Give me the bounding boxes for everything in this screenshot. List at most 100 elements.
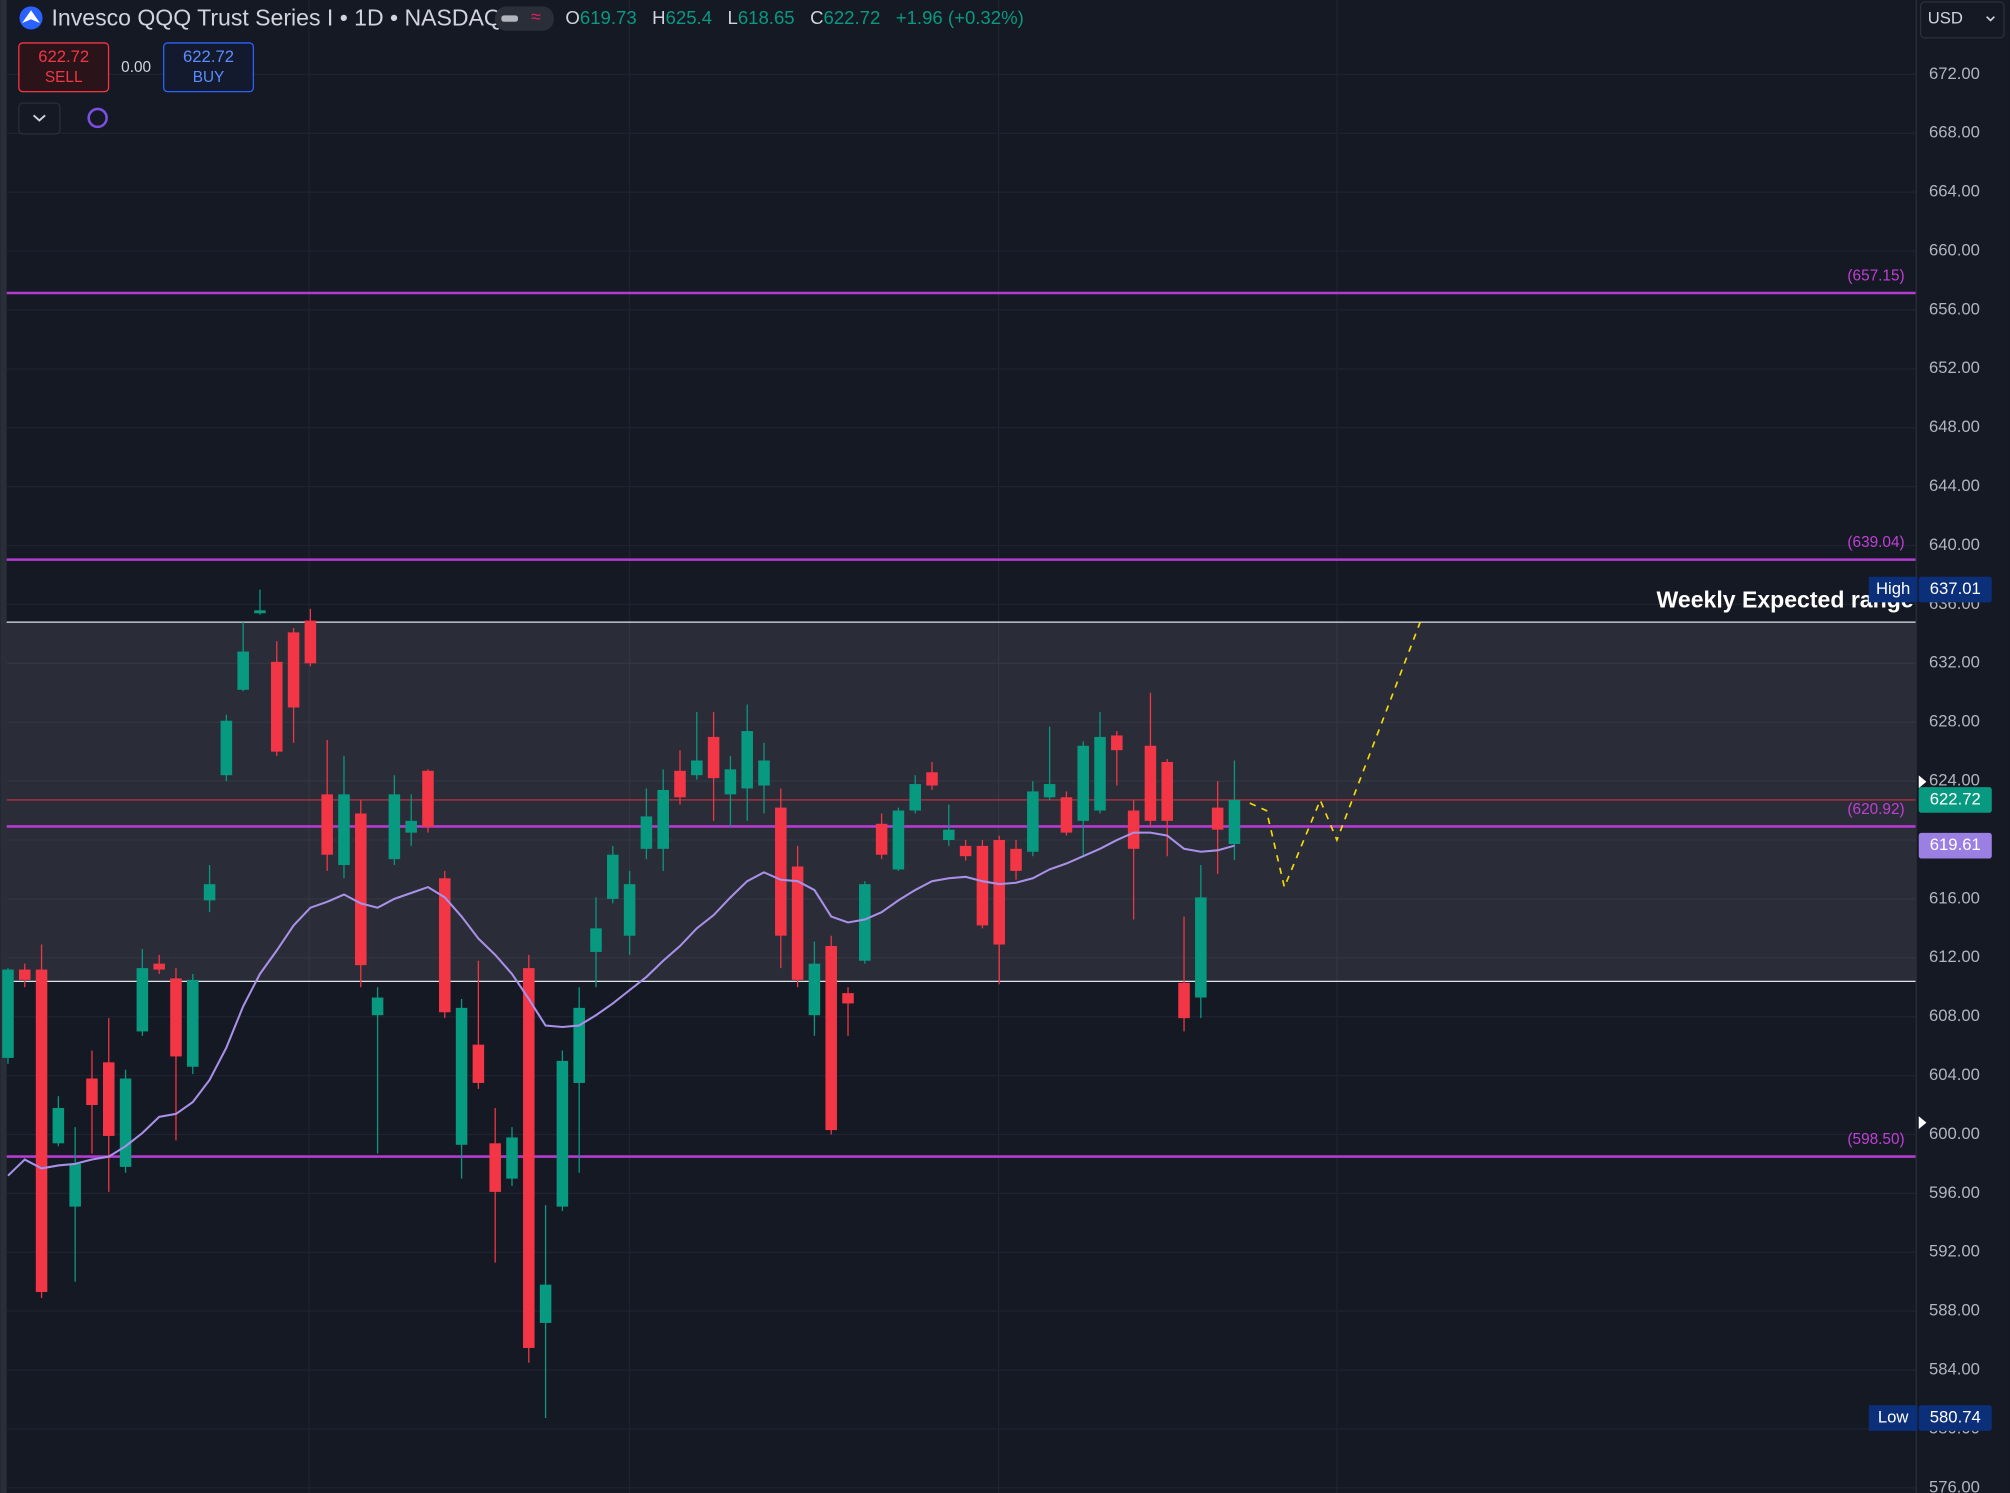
candle-body [926, 772, 938, 786]
candle-body [842, 993, 854, 1004]
y-tick-label: 632.00 [1929, 653, 1980, 672]
ohlc-letter: O [565, 7, 579, 28]
candle-body [1010, 848, 1022, 871]
candle-body [875, 823, 888, 855]
candle-body [1144, 745, 1157, 821]
collapse-button[interactable] [18, 102, 61, 135]
level-label: (657.15) [1847, 267, 1904, 284]
candle-body [1195, 897, 1207, 998]
candle-body [943, 829, 955, 840]
candle-body [371, 997, 384, 1016]
indicator-toggle[interactable] [494, 6, 554, 31]
ohlc-letter: C [810, 7, 823, 28]
candle-body [1027, 791, 1039, 852]
candle-body [187, 979, 199, 1067]
chevron [1986, 16, 1995, 22]
y-tick-label: 624.00 [1929, 771, 1980, 790]
candle-body [439, 878, 451, 1013]
candle-body [35, 969, 48, 1293]
candle-body [590, 928, 602, 952]
candle-body [758, 760, 770, 786]
high-tag-label-bg [1868, 576, 1918, 603]
chevron [32, 114, 46, 122]
candle-body [1077, 745, 1089, 821]
candle-body [1043, 784, 1056, 798]
spread: 0.00 [121, 59, 151, 76]
y-tick-label: 616.00 [1929, 888, 1980, 907]
ohlc-value: 622.72 [823, 7, 880, 28]
currency-select[interactable] [1920, 1, 2005, 39]
y-tick-label: 652.00 [1929, 358, 1980, 377]
y-tick-label: 644.00 [1929, 476, 1980, 495]
level-label: (620.92) [1847, 801, 1904, 818]
candle-body [1211, 807, 1224, 830]
projection [1249, 621, 1421, 890]
candle-body [556, 1060, 569, 1207]
candle-body [674, 770, 686, 798]
candle-body [825, 946, 837, 1131]
y-tick-label: 660.00 [1929, 240, 1980, 259]
low-tag: 580.74 [1930, 1407, 1981, 1426]
toggle-icon: ≈ [531, 7, 541, 27]
candle-body [52, 1107, 65, 1144]
candle-body [959, 845, 972, 857]
left-edge [0, 0, 7, 1493]
candle-body [892, 810, 905, 870]
candle-body [287, 632, 300, 708]
candle-body [18, 969, 31, 980]
candle-body [1178, 982, 1190, 1019]
candle-body [254, 610, 266, 614]
y-tick-label: 612.00 [1929, 947, 1980, 966]
candle-body [304, 620, 317, 664]
toggle-icon [501, 15, 519, 22]
y-tick-label: 672.00 [1929, 64, 1980, 83]
candle-body [623, 884, 636, 936]
ohlc-value: 619.73 [580, 7, 637, 28]
candle-body [657, 789, 669, 849]
candle-body [338, 794, 350, 866]
refresh-button[interactable] [87, 107, 108, 129]
ohlc-letter: L [727, 7, 737, 28]
last-price-tag: 622.72 [1930, 789, 1981, 808]
low-tag-bg [1918, 1405, 1992, 1431]
ohlc-legend: O619.73 H625.4 L618.65 C622.72 +1.96 (+0… [565, 7, 1023, 28]
sell-button[interactable] [18, 42, 110, 93]
candle-body [506, 1137, 518, 1179]
candle-body [69, 1163, 81, 1207]
candle-body [170, 978, 182, 1057]
y-tick-label: 608.00 [1929, 1006, 1980, 1025]
candle-body [808, 963, 821, 1016]
symbol-icon-glyph [22, 10, 40, 24]
candle-body [489, 1143, 501, 1192]
y-tick-label: 584.00 [1929, 1359, 1980, 1378]
high-tag-bg [1918, 576, 1992, 603]
candle-body [523, 968, 535, 1348]
buy-button[interactable] [163, 42, 255, 93]
low-tag-label-bg [1868, 1405, 1918, 1431]
candle-body [909, 784, 921, 811]
candle-body [220, 720, 233, 776]
candle-body [2, 969, 14, 1058]
axis-marker [1918, 1116, 1927, 1130]
candle-body [1228, 799, 1241, 844]
y-tick-label: 596.00 [1929, 1183, 1980, 1202]
candle-body [691, 760, 703, 776]
plot: (657.15)(639.04)(620.92)(598.50)Weekly E… [2, 73, 1917, 1489]
y-tick-label: 640.00 [1929, 535, 1980, 554]
candle-body [86, 1078, 98, 1106]
axis-marker [1918, 775, 1927, 789]
candle-body [1127, 810, 1140, 849]
y-tick-label: 628.00 [1929, 712, 1980, 731]
y-tick-label: 592.00 [1929, 1242, 1980, 1261]
grid [308, 0, 1338, 1493]
candle-body [607, 854, 619, 899]
y-tick-label: 668.00 [1929, 123, 1980, 142]
y-tick-label: 576.00 [1929, 1477, 1980, 1493]
chart-title: Invesco QQQ Trust Series I • 1D • NASDAQ [52, 4, 502, 30]
y-tick-label: 604.00 [1929, 1065, 1980, 1084]
candle-body [1094, 736, 1106, 811]
sell-price: 622.72 [38, 47, 89, 66]
buy-label: BUY [193, 69, 225, 86]
